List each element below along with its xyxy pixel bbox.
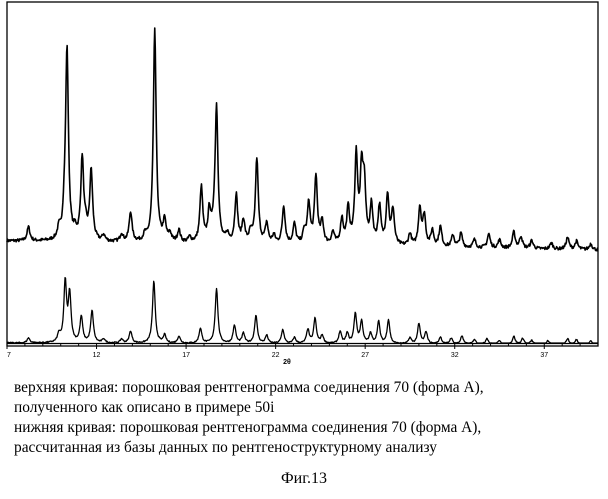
x-tick-label: 22 <box>272 352 280 359</box>
xrd-chart: 7 12 17 22 27 32 37 2θ <box>6 1 599 366</box>
x-axis-label: 2θ <box>283 359 291 366</box>
x-tick-label: 7 <box>7 352 11 359</box>
caption-line-1: верхняя кривая: порошковая рентгенограмм… <box>14 379 484 396</box>
x-tick-label: 27 <box>361 352 369 359</box>
x-tick-label: 32 <box>451 352 459 359</box>
x-tick-label: 37 <box>540 352 548 359</box>
caption-line-2: полученного как описано в примере 50i <box>14 399 275 416</box>
figure-label: Фиг.13 <box>281 470 327 487</box>
plot-frame <box>6 1 599 347</box>
x-ticks: 7 12 17 22 27 32 37 <box>6 343 599 359</box>
upper-curve <box>6 27 599 252</box>
caption-line-4: рассчитанная из базы данных по рентгенос… <box>14 439 437 456</box>
x-tick-label: 12 <box>93 352 101 359</box>
figure-caption: верхняя кривая: порошковая рентгенограмм… <box>14 378 604 458</box>
x-tick-label: 17 <box>182 352 190 359</box>
lower-curve <box>6 276 599 344</box>
caption-line-3: нижняя кривая: порошковая рентгенограмма… <box>14 419 482 436</box>
